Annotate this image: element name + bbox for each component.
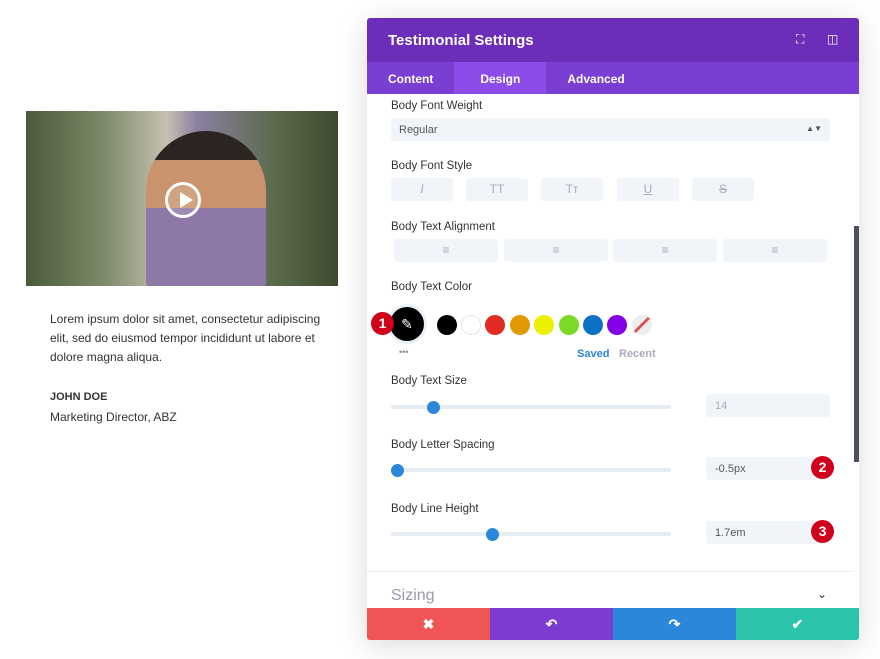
sidebar-toggle-icon[interactable]: ◫ bbox=[827, 32, 839, 46]
swatch-blue[interactable] bbox=[583, 315, 603, 335]
align-justify-icon[interactable]: ≡ bbox=[723, 239, 827, 262]
swatch-orange[interactable] bbox=[510, 315, 530, 335]
strikethrough-button[interactable]: S bbox=[692, 178, 754, 201]
swatch-yellow[interactable] bbox=[534, 315, 554, 335]
scrollbar[interactable] bbox=[854, 226, 859, 462]
select-arrows-icon: ▲▼ bbox=[806, 124, 822, 133]
fullscreen-icon[interactable]: ⛶ bbox=[796, 32, 805, 46]
align-center-icon[interactable]: ≡ bbox=[504, 239, 608, 262]
tab-design[interactable]: Design bbox=[454, 62, 547, 94]
settings-panel: Testimonial Settings ⛶ ◫ Content Design … bbox=[367, 18, 859, 640]
eyedropper-icon[interactable]: ✎ bbox=[390, 307, 424, 341]
annotation-badge: 2 bbox=[811, 456, 834, 479]
tab-advanced[interactable]: Advanced bbox=[567, 72, 625, 86]
tab-content[interactable]: Content bbox=[388, 72, 434, 86]
font-style-label: Body Font Style bbox=[391, 160, 473, 172]
text-color-label: Body Text Color bbox=[391, 281, 472, 293]
swatch-red[interactable] bbox=[485, 315, 505, 335]
slider-thumb[interactable] bbox=[485, 527, 499, 541]
more-options-icon[interactable]: ••• bbox=[399, 347, 409, 357]
line-height-slider[interactable] bbox=[391, 527, 671, 541]
chevron-down-icon[interactable]: ⌄ bbox=[817, 587, 828, 601]
alignment-label: Body Text Alignment bbox=[391, 221, 495, 233]
letter-spacing-slider[interactable] bbox=[390, 463, 671, 477]
line-height-label: Body Line Height bbox=[391, 503, 479, 515]
saved-tab[interactable]: Saved bbox=[577, 348, 610, 360]
align-right-icon[interactable]: ≡ bbox=[613, 239, 717, 262]
testimonial-name: JOHN DOE bbox=[50, 391, 108, 403]
underline-button[interactable]: U bbox=[617, 178, 679, 201]
font-weight-select[interactable]: Regular ▲▼ bbox=[391, 118, 830, 141]
slider-thumb[interactable] bbox=[427, 400, 440, 414]
undo-button[interactable]: ↶ bbox=[490, 608, 613, 640]
uppercase-button[interactable]: TT bbox=[466, 178, 528, 201]
recent-tab[interactable]: Recent bbox=[619, 348, 656, 360]
annotation-badge: 3 bbox=[811, 520, 834, 543]
italic-button[interactable]: I bbox=[391, 178, 453, 201]
text-size-label: Body Text Size bbox=[391, 375, 467, 387]
capitalize-button[interactable]: Tт bbox=[541, 178, 603, 201]
line-height-input[interactable]: 1.7em bbox=[706, 521, 830, 544]
save-button[interactable]: ✔ bbox=[736, 608, 859, 640]
align-left-icon[interactable]: ≡ bbox=[394, 239, 498, 262]
testimonial-role: Marketing Director, ABZ bbox=[50, 410, 177, 424]
swatch-none-icon[interactable] bbox=[632, 315, 652, 335]
swatch-black[interactable] bbox=[437, 315, 457, 335]
letter-spacing-input[interactable]: -0.5px bbox=[706, 457, 830, 480]
sizing-section-toggle[interactable]: Sizing bbox=[391, 587, 435, 604]
cancel-button[interactable]: ✖ bbox=[367, 608, 490, 640]
play-icon[interactable] bbox=[165, 182, 201, 218]
text-size-slider[interactable] bbox=[391, 400, 671, 414]
swatch-purple[interactable] bbox=[607, 315, 627, 335]
redo-button[interactable]: ↷ bbox=[613, 608, 736, 640]
letter-spacing-label: Body Letter Spacing bbox=[391, 439, 495, 451]
font-weight-value: Regular bbox=[399, 124, 438, 136]
slider-thumb[interactable] bbox=[390, 463, 404, 477]
annotation-badge: 1 bbox=[371, 312, 394, 335]
font-weight-label: Body Font Weight bbox=[391, 100, 483, 112]
swatch-white[interactable] bbox=[461, 315, 481, 335]
testimonial-quote: Lorem ipsum dolor sit amet, consectetur … bbox=[50, 312, 321, 364]
testimonial-image bbox=[26, 111, 338, 286]
text-size-input[interactable]: 14 bbox=[706, 394, 830, 417]
swatch-green[interactable] bbox=[559, 315, 579, 335]
panel-title: Testimonial Settings bbox=[367, 18, 859, 62]
